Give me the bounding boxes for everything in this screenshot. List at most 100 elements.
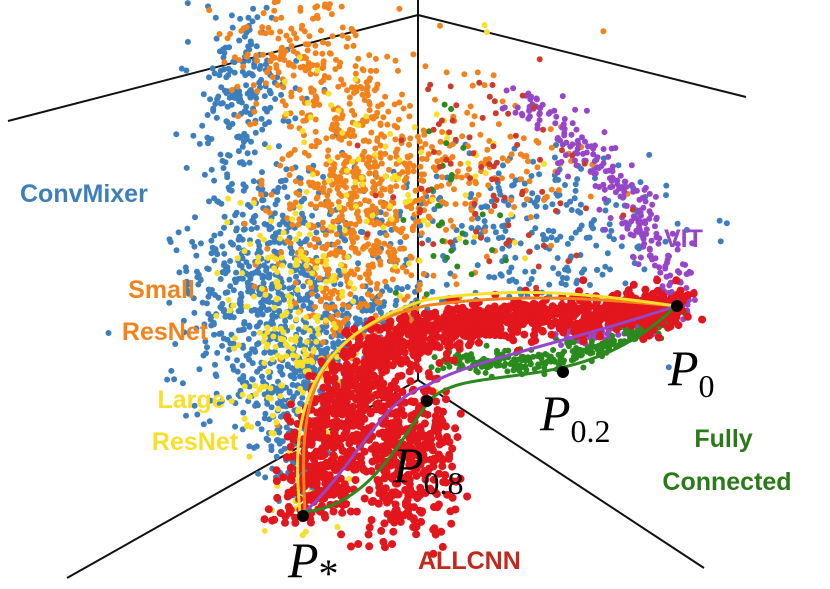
point-large-resnet xyxy=(335,107,342,114)
point-convmixer xyxy=(540,231,546,238)
point-small-resnet xyxy=(392,208,399,215)
point-convmixer xyxy=(240,226,247,233)
point-convmixer xyxy=(249,376,255,383)
point-convmixer xyxy=(240,409,247,416)
point-small-resnet xyxy=(498,175,505,182)
point-small-resnet xyxy=(526,178,533,185)
point-allcnn xyxy=(632,303,641,312)
point-small-resnet xyxy=(371,221,378,228)
point-small-resnet xyxy=(310,15,316,22)
point-small-resnet xyxy=(258,181,265,188)
point-convmixer xyxy=(194,411,201,418)
point-convmixer xyxy=(200,91,207,98)
point-large-resnet xyxy=(317,285,324,291)
point-allcnn xyxy=(354,382,363,391)
point-convmixer xyxy=(239,143,246,150)
point-small-resnet xyxy=(333,56,339,63)
point-small-resnet xyxy=(425,151,432,158)
point-vit xyxy=(589,168,596,175)
point-small-resnet xyxy=(311,235,318,242)
point-convmixer xyxy=(497,271,504,278)
point-small-resnet xyxy=(271,7,278,14)
point-allcnn xyxy=(340,422,349,431)
point-allcnn xyxy=(659,292,668,301)
point-convmixer xyxy=(593,242,600,249)
point-small-resnet xyxy=(347,291,354,298)
point-convmixer xyxy=(291,375,298,382)
point-convmixer xyxy=(495,170,502,177)
point-small-resnet xyxy=(286,37,293,44)
point-convmixer xyxy=(239,255,246,262)
point-small-resnet xyxy=(414,133,421,140)
point-allcnn xyxy=(444,321,452,330)
point-small-resnet xyxy=(247,121,254,128)
point-small-resnet xyxy=(454,168,461,175)
point-vit xyxy=(655,240,662,247)
point-convmixer xyxy=(211,331,217,338)
point-large-resnet xyxy=(294,353,300,360)
point-small-resnet xyxy=(262,80,269,87)
point-large-resnet xyxy=(346,475,352,482)
point-allcnn xyxy=(538,326,547,335)
point-allcnn xyxy=(326,474,334,483)
point-vit xyxy=(590,151,597,158)
point-convmixer xyxy=(521,180,528,187)
point-large-resnet xyxy=(294,362,301,369)
point-allcnn xyxy=(681,292,690,301)
point-small-resnet xyxy=(259,24,266,31)
point-allcnn xyxy=(352,344,361,353)
point-convmixer xyxy=(254,267,261,274)
point-convmixer xyxy=(468,191,475,197)
point-convmixer xyxy=(230,366,237,373)
point-allcnn xyxy=(279,473,288,482)
point-allcnn xyxy=(515,311,524,320)
point-small-resnet xyxy=(469,216,475,223)
point-convmixer xyxy=(251,149,258,156)
point-convmixer xyxy=(193,252,200,259)
point-small-resnet xyxy=(288,25,295,32)
point-allcnn xyxy=(613,324,621,333)
point-allcnn xyxy=(356,454,365,462)
point-large-resnet xyxy=(261,333,268,340)
point-large-resnet xyxy=(228,398,235,405)
point-vit xyxy=(536,110,543,117)
point-convmixer xyxy=(221,260,228,267)
point-convmixer xyxy=(220,54,227,61)
point-small-resnet xyxy=(408,272,415,279)
point-allcnn xyxy=(504,314,513,323)
point-fully-connected xyxy=(439,238,446,244)
point-small-resnet xyxy=(555,187,562,194)
point-allcnn xyxy=(316,452,325,461)
point-convmixer xyxy=(425,237,432,243)
point-convmixer xyxy=(235,236,242,243)
point-convmixer xyxy=(397,239,404,246)
point-small-resnet xyxy=(382,150,389,157)
point-convmixer xyxy=(592,175,598,182)
point-large-resnet xyxy=(261,360,268,366)
point-vit xyxy=(622,178,629,185)
point-allcnn xyxy=(683,312,692,321)
point-convmixer xyxy=(279,212,286,219)
point-small-resnet xyxy=(288,43,295,49)
point-small-resnet xyxy=(377,199,384,206)
point-convmixer xyxy=(258,115,265,122)
point-small-resnet xyxy=(216,31,223,37)
point-small-resnet xyxy=(419,155,425,162)
point-small-resnet xyxy=(384,53,391,60)
point-large-resnet xyxy=(305,222,312,229)
point-convmixer xyxy=(266,416,273,423)
point-allcnn xyxy=(644,318,653,327)
point-convmixer xyxy=(212,371,219,378)
point-vit xyxy=(646,190,653,197)
point-small-resnet xyxy=(474,69,481,76)
point-small-resnet xyxy=(352,221,359,228)
point-small-resnet xyxy=(319,244,326,251)
point-large-resnet xyxy=(270,333,277,340)
point-vit xyxy=(637,208,644,215)
point-allcnn xyxy=(522,313,531,322)
point-small-resnet xyxy=(394,268,401,274)
point-small-resnet xyxy=(481,82,488,89)
point-convmixer xyxy=(526,280,532,287)
point-convmixer xyxy=(542,204,549,210)
point-allcnn xyxy=(321,513,330,522)
